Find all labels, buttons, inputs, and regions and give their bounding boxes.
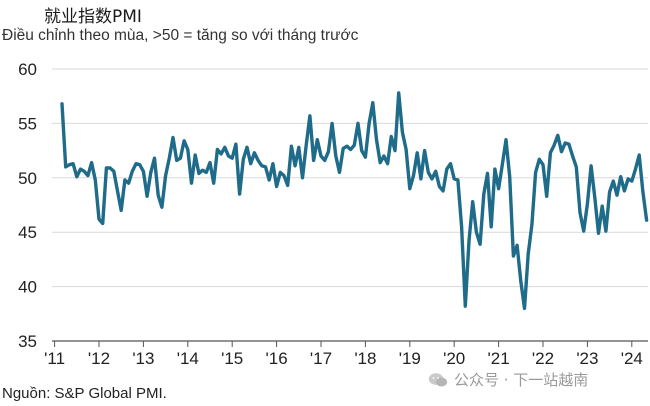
x-tick-label: '14 xyxy=(177,349,199,368)
y-tick-label: 50 xyxy=(18,169,37,188)
source-note: Nguồn: S&P Global PMI. xyxy=(2,385,167,402)
x-tick-label: '24 xyxy=(621,349,643,368)
y-tick-label: 55 xyxy=(18,114,37,133)
y-tick-label: 35 xyxy=(18,332,37,351)
x-tick-label: '13 xyxy=(132,349,154,368)
x-tick-label: '15 xyxy=(221,349,243,368)
y-tick-label: 60 xyxy=(18,60,37,79)
x-tick-label: '18 xyxy=(354,349,376,368)
y-tick-label: 40 xyxy=(18,278,37,297)
chart-title: 就业指数PMI xyxy=(44,7,142,27)
x-tick-label: '11 xyxy=(44,349,65,368)
series-layer xyxy=(60,91,649,311)
x-tick-label: '12 xyxy=(88,349,110,368)
x-tick-label: '21 xyxy=(488,349,510,368)
x-tick-label: '22 xyxy=(532,349,554,368)
x-tick-label: '23 xyxy=(576,349,598,368)
wechat-icon xyxy=(428,372,448,386)
watermark: 公众号 · 下一站越南 xyxy=(428,369,588,390)
x-tick-label: '17 xyxy=(310,349,332,368)
series-line-0 xyxy=(60,91,649,311)
y-axis-ticks: 35 40 45 50 55 60 xyxy=(18,60,37,351)
x-axis-ticks: '11 '12 '13 '14 '15 '16 '17 '18 '19 '20 '21 '22 '23 '… xyxy=(44,341,643,368)
watermark-text: 公众号 · 下一站越南 xyxy=(454,371,589,389)
x-tick-label: '16 xyxy=(266,349,288,368)
grid-lines xyxy=(52,68,648,288)
x-tick-label: '20 xyxy=(443,349,465,368)
y-tick-label: 45 xyxy=(18,223,37,242)
chart-subtitle: Điều chỉnh theo mùa, >50 = tăng so với t… xyxy=(2,27,359,44)
x-tick-label: '19 xyxy=(399,349,421,368)
